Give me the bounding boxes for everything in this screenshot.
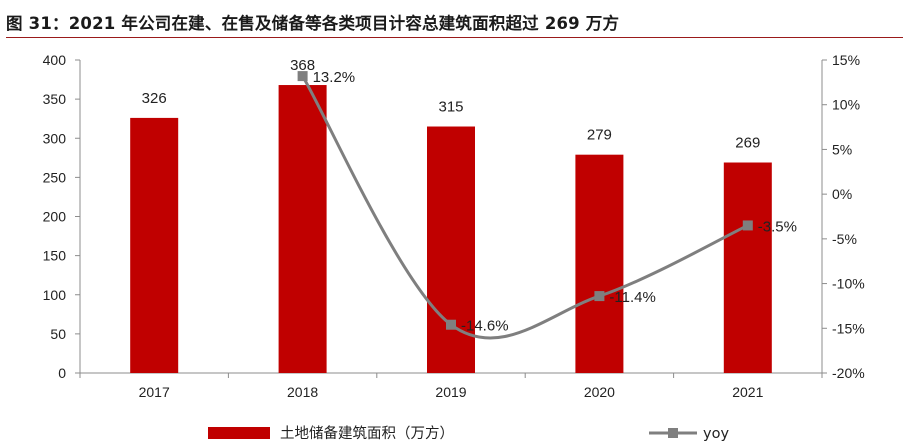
y-right-tick-label: -15% <box>832 320 865 336</box>
chart-title: 图 31：2021 年公司在建、在售及储备等各类项目计容总建筑面积超过 269 … <box>6 14 620 33</box>
legend-line-marker <box>668 428 678 438</box>
bar-2021 <box>723 162 772 373</box>
bar-2020 <box>575 154 624 373</box>
y-left-tick-label: 50 <box>50 326 66 342</box>
yoy-data-label: -3.5% <box>758 218 797 235</box>
title-divider <box>6 37 903 38</box>
bar-data-label: 279 <box>587 127 612 144</box>
y-right-tick-label: 5% <box>832 141 852 157</box>
bar-2017 <box>130 117 179 373</box>
bar-2018 <box>278 85 327 373</box>
legend-bar-swatch <box>208 427 270 439</box>
yoy-marker-2021 <box>742 220 753 231</box>
y-left-tick-label: 350 <box>43 91 67 107</box>
y-right-tick-label: 0% <box>832 186 852 202</box>
y-right-tick-label: -5% <box>832 231 857 247</box>
y-left-tick-label: 200 <box>43 209 67 225</box>
yoy-data-label: -11.4% <box>609 289 655 306</box>
yoy-data-label: -14.6% <box>461 318 509 335</box>
x-tick-label: 2017 <box>139 384 170 400</box>
yoy-line <box>301 75 749 340</box>
y-left-tick-label: 100 <box>43 287 67 303</box>
bar-data-label: 315 <box>438 99 463 116</box>
legend-bar-label: 土地储备建筑面积（万方） <box>280 425 454 442</box>
y-left-tick-label: 0 <box>58 365 66 381</box>
bar-data-label: 326 <box>142 90 167 107</box>
x-tick-label: 2019 <box>435 384 466 400</box>
yoy-marker-2020 <box>594 291 605 302</box>
y-right-tick-label: 10% <box>832 97 860 113</box>
y-left-tick-label: 300 <box>43 130 67 146</box>
y-right-tick-label: -20% <box>832 365 865 381</box>
y-right-tick-label: -10% <box>832 276 865 292</box>
y-right-tick-label: 15% <box>832 52 860 68</box>
bar-data-label: 269 <box>735 135 760 152</box>
x-tick-label: 2018 <box>287 384 318 400</box>
yoy-marker-2018 <box>297 71 308 82</box>
x-tick-label: 2020 <box>584 384 615 400</box>
legend-line-label: yoy <box>703 426 729 442</box>
y-left-tick-label: 250 <box>43 169 67 185</box>
y-left-tick-label: 150 <box>43 248 67 264</box>
yoy-data-label: 13.2% <box>313 69 356 86</box>
x-tick-label: 2021 <box>732 384 763 400</box>
yoy-marker-2019 <box>446 319 456 330</box>
bar-2019 <box>427 126 475 373</box>
y-left-tick-label: 400 <box>43 52 67 68</box>
bar-data-label: 368 <box>290 57 315 74</box>
